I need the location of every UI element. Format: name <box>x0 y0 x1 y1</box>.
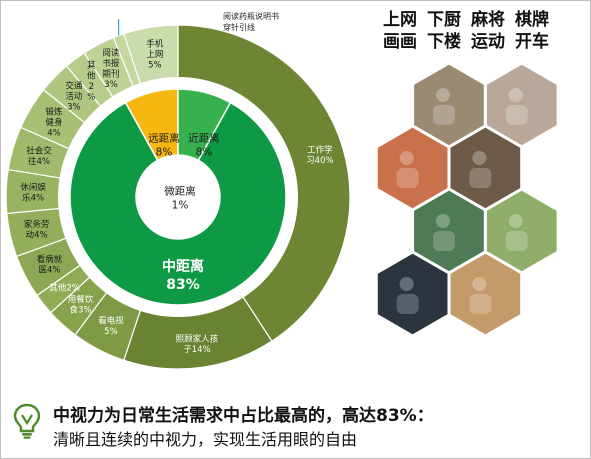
activity-word: 麻将 <box>471 10 505 30</box>
activity-word: 画画 <box>383 32 417 52</box>
photo-figure-head <box>508 88 523 102</box>
center-hole <box>136 155 220 239</box>
slice-label: 用餐饮食3% <box>68 294 94 316</box>
family-photo <box>447 250 524 338</box>
photo-figure-head <box>399 277 414 291</box>
slice-label: 社会交往4% <box>26 145 52 167</box>
slice-label: 其他2% <box>49 282 80 293</box>
activity-word: 下厨 <box>427 10 461 30</box>
slice-label: 照顾家人孩子14% <box>176 334 219 356</box>
activities-list: 上网 下厨 麻将 棋牌画画 下楼 运动 开车 <box>383 9 583 53</box>
activity-word: 棋牌 <box>515 10 549 30</box>
activity-word: 开车 <box>515 32 549 52</box>
photo-figure-head <box>436 88 450 102</box>
slice-label: 看病就医4% <box>37 254 63 276</box>
inner-label-near: 近距离 8% <box>188 132 220 159</box>
slice-label: 手机上网 5% <box>146 38 164 70</box>
photo-figure-body <box>396 294 419 314</box>
conclusion-box: 中视力为日常生活需求中占比最高的，高达83%： 清晰且连续的中视力，实现生活用眼… <box>7 393 587 453</box>
photo-figure-body <box>469 168 492 188</box>
photo-figure-body <box>433 105 455 125</box>
photo-figure-body <box>469 294 492 314</box>
photo-figure-body <box>505 105 528 125</box>
slice-label: 看电视 5% <box>98 315 124 337</box>
photo-figure-head <box>508 214 523 228</box>
photo-figure-body <box>433 231 455 251</box>
slice-label: 工作学习40% <box>306 145 333 167</box>
outer-slice <box>123 295 273 370</box>
activity-word: 上网 <box>383 10 417 30</box>
inner-label-mid: 中距离 83% <box>162 258 204 293</box>
photo-figure-body <box>396 168 419 188</box>
slice-label: 阅读书报期刊 3% <box>102 48 120 91</box>
slice-label: 锻炼健身 4% <box>45 106 63 138</box>
conclusion-headline: 中视力为日常生活需求中占比最高的，高达83%： <box>53 406 434 426</box>
conclusion-subline: 清晰且连续的中视力，实现生活用眼的自由 <box>53 430 358 449</box>
ring-gap <box>58 77 298 317</box>
photo-figure-head <box>436 214 450 228</box>
photo-figure-head <box>472 277 487 291</box>
center-label: 微距离 1% <box>164 185 196 212</box>
lightbulb-icon <box>13 403 41 439</box>
vision-distance-donut-chart: 工作学习40%照顾家人孩子14%看电视 5%用餐饮食3%其他2%看病就医4%家务劳… <box>5 11 351 370</box>
slice-label: 家务劳动4% <box>24 219 50 241</box>
activity-photo-grid <box>374 61 560 338</box>
photo-figure-head <box>472 151 487 165</box>
photo-figure-body <box>505 231 528 251</box>
slice-label: 交通活动 3% <box>65 81 83 113</box>
activity-word: 下楼 <box>427 32 461 52</box>
inner-label-far: 远距离 8% <box>148 132 180 159</box>
slice-label: 休闲娱乐4% <box>20 182 46 204</box>
photo-figure-head <box>399 151 414 165</box>
slice-label: 阅读药瓶说明书穿针引线 <box>223 11 279 32</box>
activity-word: 运动 <box>471 32 505 52</box>
